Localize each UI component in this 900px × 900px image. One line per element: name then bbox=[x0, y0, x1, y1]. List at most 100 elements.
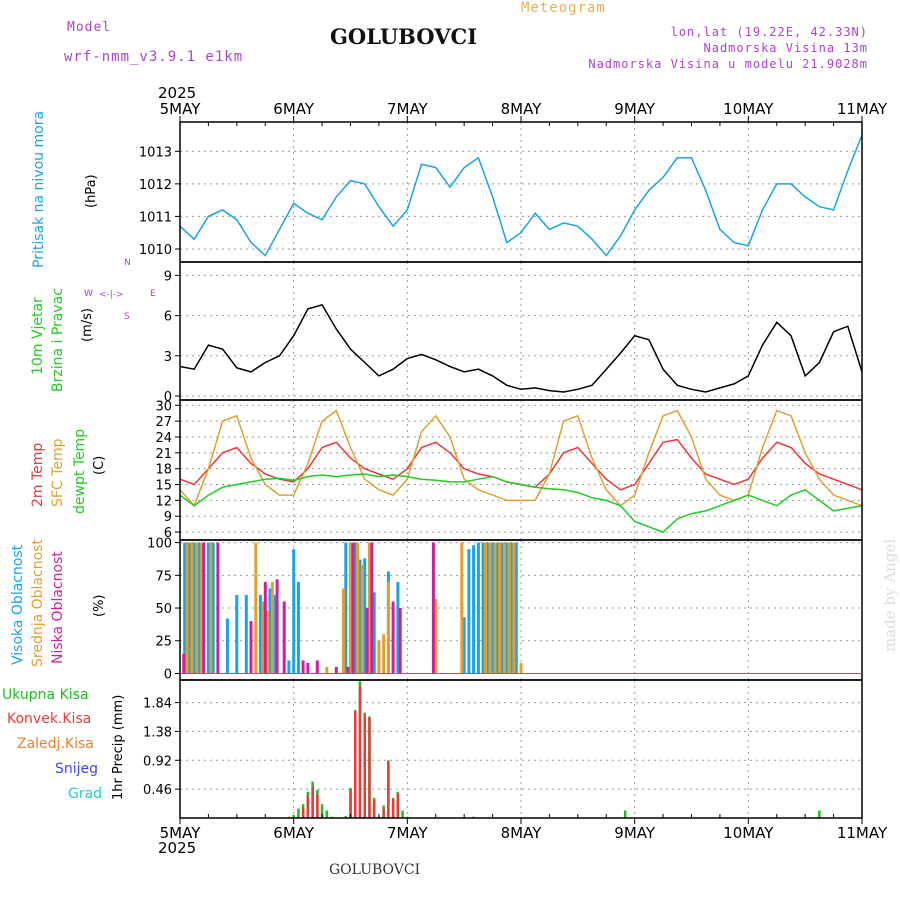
y-tick-label: 9 bbox=[164, 510, 172, 525]
bar bbox=[301, 660, 305, 674]
bar bbox=[510, 542, 513, 674]
bar bbox=[182, 653, 186, 674]
lonlat-label: lon,lat (19.22E, 42.33N) bbox=[670, 25, 868, 39]
model-name: wrf-nmm_v3.9.1 e1km bbox=[64, 49, 244, 65]
precip-legend-konv: Konvek.Kisa bbox=[7, 711, 92, 727]
precip-legend-snow: Snijeg bbox=[55, 761, 99, 777]
bar bbox=[391, 601, 395, 674]
bar bbox=[514, 542, 518, 674]
bar bbox=[354, 711, 357, 818]
bar bbox=[282, 601, 286, 674]
x-tick-label-bottom: 9MAY bbox=[614, 824, 656, 842]
panel-frame bbox=[179, 261, 863, 401]
bar bbox=[505, 542, 509, 674]
bar bbox=[365, 608, 369, 674]
y-tick-label: 1.38 bbox=[143, 725, 172, 740]
x-tick-label-bottom: 6MAY bbox=[273, 824, 315, 842]
bar bbox=[387, 761, 390, 818]
bar bbox=[344, 542, 348, 674]
compass-e: E bbox=[150, 289, 156, 299]
y-tick-label: 27 bbox=[155, 415, 172, 430]
precip-legend-total: Ukupna Kisa bbox=[2, 687, 89, 703]
y-tick-label: 21 bbox=[155, 447, 172, 462]
bar bbox=[472, 545, 476, 674]
y-tick-label: 0 bbox=[164, 667, 172, 682]
bar bbox=[493, 542, 497, 674]
bar bbox=[292, 814, 295, 818]
bar bbox=[363, 714, 366, 818]
footer-station: GOLUBOVCI bbox=[329, 862, 421, 878]
bar bbox=[341, 588, 345, 674]
bar bbox=[377, 640, 381, 674]
y-tick-label: 12 bbox=[155, 494, 172, 509]
precip-legend-grad: Grad bbox=[68, 786, 103, 802]
y-tick-label: 50 bbox=[155, 602, 172, 617]
compass-s: S bbox=[124, 312, 130, 322]
bar bbox=[292, 549, 296, 674]
panel-frame bbox=[179, 121, 863, 263]
bar bbox=[195, 542, 199, 674]
bar bbox=[297, 808, 300, 818]
bar bbox=[363, 558, 367, 674]
x-tick-label-top: 5MAY bbox=[160, 100, 202, 118]
bar bbox=[306, 796, 310, 818]
bar bbox=[275, 579, 279, 674]
bar bbox=[623, 810, 627, 818]
bar bbox=[484, 542, 487, 674]
bar bbox=[481, 542, 485, 674]
bar bbox=[190, 542, 194, 674]
bar bbox=[460, 542, 464, 674]
bar bbox=[244, 595, 248, 674]
bar bbox=[206, 542, 210, 674]
bar bbox=[325, 666, 329, 674]
bar bbox=[325, 810, 329, 818]
bar bbox=[398, 608, 402, 674]
bar bbox=[199, 542, 203, 674]
bar bbox=[368, 717, 371, 818]
bar bbox=[498, 542, 502, 674]
bar bbox=[495, 542, 499, 674]
y-tick-label: 30 bbox=[155, 399, 172, 414]
x-tick-label-bottom: 5MAY bbox=[160, 824, 202, 842]
bar bbox=[386, 581, 390, 674]
y-tick-label: 100 bbox=[147, 537, 172, 552]
bar bbox=[476, 542, 480, 674]
bar bbox=[273, 595, 277, 674]
bar bbox=[396, 792, 400, 818]
bar bbox=[235, 595, 239, 674]
bar bbox=[356, 542, 360, 674]
y-tick-label: 24 bbox=[155, 431, 172, 446]
y-tick-label: 15 bbox=[155, 479, 172, 494]
y-tick-label: 0.92 bbox=[143, 754, 172, 769]
x-tick-label-top: 8MAY bbox=[501, 100, 543, 118]
bar bbox=[396, 581, 400, 674]
altitude-label: Nadmorska Visina 13m bbox=[703, 41, 868, 55]
bar bbox=[391, 799, 395, 818]
x-tick-label-top: 6MAY bbox=[273, 100, 315, 118]
x-tick-label-bottom: 10MAY bbox=[723, 824, 774, 842]
bar bbox=[315, 660, 319, 674]
bar bbox=[334, 666, 338, 674]
bar bbox=[320, 804, 324, 818]
compass-arrows: <-|-> bbox=[99, 290, 124, 300]
bar bbox=[211, 542, 215, 674]
y-tick-label: 1013 bbox=[139, 145, 172, 160]
bar bbox=[254, 542, 258, 674]
x-tick-label-top: 11MAY bbox=[837, 100, 888, 118]
x-tick-label-top: 9MAY bbox=[614, 100, 656, 118]
series-line bbox=[179, 134, 863, 257]
bar bbox=[358, 686, 362, 818]
panel-frame bbox=[179, 679, 863, 819]
y-tick-label: 75 bbox=[155, 569, 172, 584]
bar bbox=[349, 790, 352, 818]
bar bbox=[434, 598, 438, 674]
bar bbox=[188, 542, 191, 674]
bar bbox=[311, 786, 314, 818]
bar bbox=[486, 542, 490, 674]
bar bbox=[370, 542, 374, 674]
precip-legend-zaled: Zaledj.Kisa bbox=[17, 736, 94, 752]
bar bbox=[360, 564, 364, 674]
bar bbox=[367, 542, 371, 674]
y-tick-label: 25 bbox=[155, 635, 172, 650]
